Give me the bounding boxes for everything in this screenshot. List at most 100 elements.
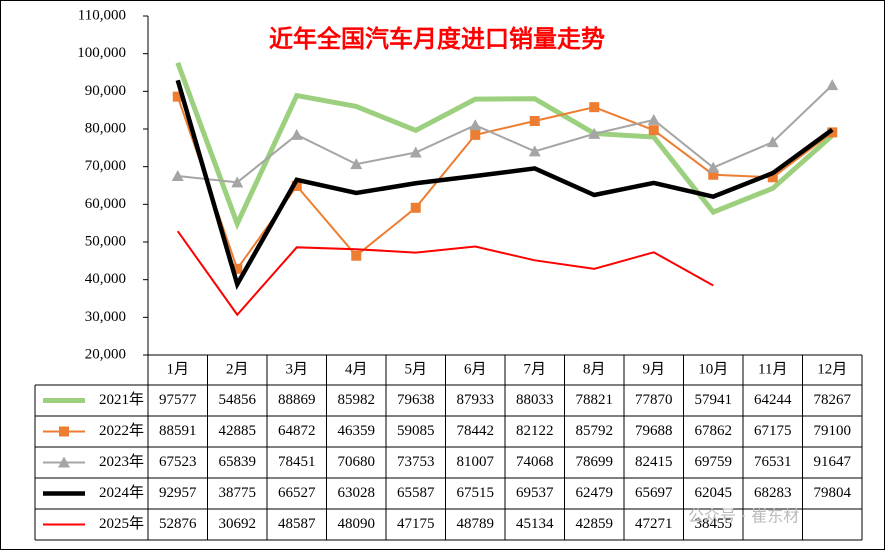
table-cell: 65587 xyxy=(397,485,435,501)
marker xyxy=(588,127,601,139)
marker xyxy=(409,146,422,158)
marker xyxy=(469,119,482,131)
marker xyxy=(707,161,720,173)
marker xyxy=(529,116,540,127)
table-cell: 42859 xyxy=(576,516,614,532)
marker xyxy=(766,136,779,148)
table-cell: 38455 xyxy=(695,516,733,532)
table-cell: 85792 xyxy=(576,423,614,439)
table-cell: 78442 xyxy=(457,423,495,439)
table-cell: 78267 xyxy=(814,392,852,408)
line xyxy=(175,61,834,231)
table-cell: 76531 xyxy=(754,454,792,470)
table-cell: 70680 xyxy=(338,454,376,470)
marker xyxy=(58,456,70,468)
y-tick-label: 80,000 xyxy=(85,120,126,136)
table-cell: 66527 xyxy=(278,485,316,501)
table-cell: 48789 xyxy=(457,516,495,532)
marker xyxy=(291,180,302,191)
table-cell: 57941 xyxy=(695,392,733,408)
table-cell: 79688 xyxy=(635,423,673,439)
table-cell: 88591 xyxy=(159,423,197,439)
table-cell: 77870 xyxy=(635,392,673,408)
marker xyxy=(470,129,481,140)
x-tick-label: 7月 xyxy=(523,361,546,377)
y-tick-label: 70,000 xyxy=(85,158,126,174)
table-cell: 85982 xyxy=(338,392,376,408)
watermark: 公众号 · 崔东材 xyxy=(688,507,799,526)
table-cell: 79804 xyxy=(814,485,852,501)
table-cell: 73753 xyxy=(397,454,435,470)
y-tick-label: 110,000 xyxy=(78,7,126,23)
table-cell: 88033 xyxy=(516,392,554,408)
table-cell: 67515 xyxy=(457,485,495,501)
legend-label: 2024年 xyxy=(99,484,144,501)
y-tick-label: 40,000 xyxy=(85,271,126,287)
marker xyxy=(171,169,184,181)
x-tick-label: 5月 xyxy=(404,361,427,377)
marker xyxy=(232,263,243,274)
marker xyxy=(528,145,541,157)
marker xyxy=(648,125,659,136)
y-tick-label: 30,000 xyxy=(85,309,126,325)
table-cell: 67523 xyxy=(159,454,197,470)
legend-label: 2021年 xyxy=(99,391,144,408)
x-tick-label: 11月 xyxy=(758,361,787,377)
marker xyxy=(708,169,719,180)
table-cell: 82415 xyxy=(635,454,673,470)
table-cell: 78699 xyxy=(576,454,614,470)
x-tick-label: 4月 xyxy=(345,361,368,377)
x-tick-label: 8月 xyxy=(583,361,606,377)
table-cell: 91647 xyxy=(814,454,852,470)
table-cell: 67175 xyxy=(754,423,792,439)
y-tick-label: 20,000 xyxy=(85,346,126,362)
marker xyxy=(767,172,778,183)
table-cell: 78451 xyxy=(278,454,316,470)
table-cell: 38775 xyxy=(219,485,257,501)
table-cell: 52876 xyxy=(159,516,197,532)
table-cell: 68283 xyxy=(754,485,792,501)
y-tick-label: 60,000 xyxy=(85,196,126,212)
marker xyxy=(826,79,839,91)
table-cell: 79638 xyxy=(397,392,435,408)
legend-label: 2025年 xyxy=(99,515,144,532)
y-tick-label: 100,000 xyxy=(77,45,126,61)
table-cell: 97577 xyxy=(159,392,197,408)
y-tick-label: 50,000 xyxy=(85,233,126,249)
table-cell: 42885 xyxy=(219,423,257,439)
marker xyxy=(589,102,600,113)
marker xyxy=(59,426,69,437)
table-cell: 78821 xyxy=(576,392,614,408)
x-tick-label: 12月 xyxy=(817,361,847,377)
table-cell: 48090 xyxy=(338,516,376,532)
chart-title: 近年全国汽车月度进口销量走势 xyxy=(269,25,605,53)
table-cell: 47271 xyxy=(635,516,673,532)
marker xyxy=(350,158,363,170)
table-cell: 88869 xyxy=(278,392,316,408)
table-cell: 54856 xyxy=(219,392,257,408)
table-cell: 82122 xyxy=(516,423,554,439)
x-tick-label: 9月 xyxy=(642,361,665,377)
y-tick-label: 90,000 xyxy=(85,83,126,99)
x-tick-label: 6月 xyxy=(464,361,487,377)
table-cell: 62479 xyxy=(576,485,614,501)
table-cell: 47175 xyxy=(397,516,435,532)
line xyxy=(177,84,833,184)
table-cell: 81007 xyxy=(457,454,495,470)
table-cell: 69537 xyxy=(516,485,554,501)
table-cell: 45134 xyxy=(516,516,554,532)
table-cell: 59085 xyxy=(397,423,435,439)
table-cell: 63028 xyxy=(338,485,376,501)
table-cell: 30692 xyxy=(219,516,257,532)
table-cell: 92957 xyxy=(159,485,197,501)
table-cell: 65839 xyxy=(219,454,257,470)
table-cell: 48587 xyxy=(278,516,316,532)
legend-label: 2022年 xyxy=(99,422,144,439)
table-cell: 67862 xyxy=(695,423,733,439)
table-cell: 74068 xyxy=(516,454,554,470)
table-cell: 64872 xyxy=(278,423,316,439)
line xyxy=(175,79,834,291)
line xyxy=(176,230,714,317)
table-cell: 46359 xyxy=(338,423,376,439)
x-tick-label: 10月 xyxy=(698,361,728,377)
